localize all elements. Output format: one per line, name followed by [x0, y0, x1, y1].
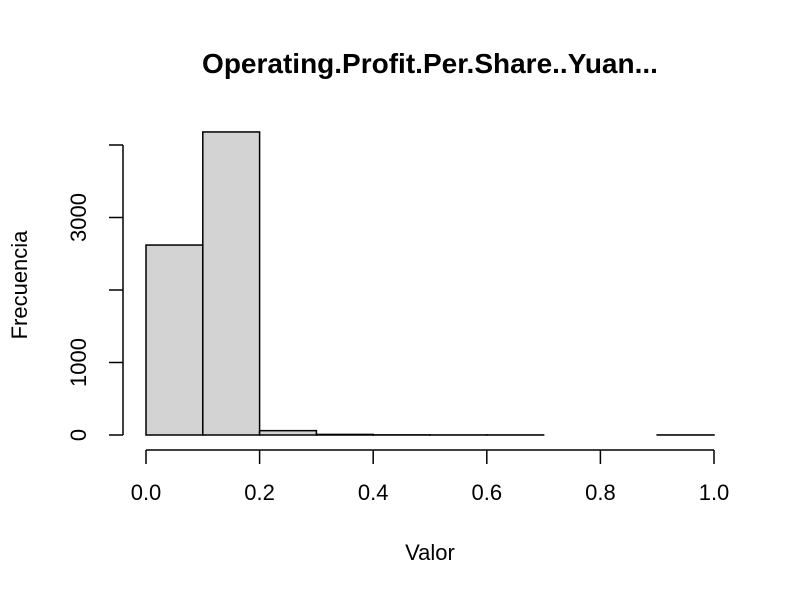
- histogram-bar: [202, 131, 261, 436]
- histogram-bar: [145, 244, 204, 436]
- y-tick-label: 0: [66, 429, 91, 441]
- histogram-bar: [315, 433, 374, 436]
- x-tick-label: 0.0: [131, 480, 162, 505]
- y-tick-label: 1000: [66, 338, 91, 387]
- x-tick-label: 1.0: [699, 480, 730, 505]
- x-tick-label: 0.2: [244, 480, 275, 505]
- y-tick-label: 3000: [66, 193, 91, 242]
- x-tick-label: 0.6: [472, 480, 503, 505]
- bars-group: [145, 131, 715, 436]
- x-tick-label: 0.8: [585, 480, 616, 505]
- chart-title: Operating.Profit.Per.Share..Yuan...: [202, 48, 658, 79]
- y-axis-label: Frecuencia: [7, 230, 32, 340]
- x-axis-label: Valor: [405, 540, 455, 565]
- x-tick-label: 0.4: [358, 480, 389, 505]
- histogram-bar: [258, 429, 318, 436]
- x-axis: 0.0 0.2 0.4 0.6 0.8 1.0: [131, 449, 730, 505]
- y-axis: 0 1000 3000: [66, 144, 124, 441]
